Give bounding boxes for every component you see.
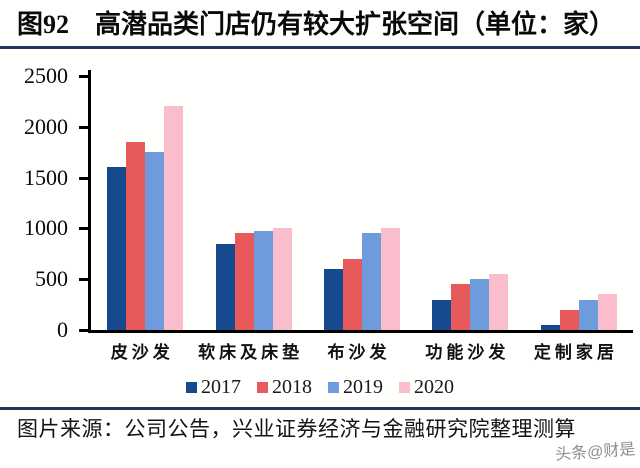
bar-group	[91, 106, 199, 330]
y-axis-tick-mark	[79, 227, 88, 231]
source-note: 图片来源：公司公告，兴业证券经济与金融研究院整理测算	[17, 417, 576, 441]
bar-2018	[451, 284, 471, 330]
x-axis-category-label: 布沙发	[327, 343, 391, 362]
legend-label: 2018	[272, 376, 312, 398]
x-axis-labels: 皮沙发 软床及床垫 布沙发 功能沙发 定制家居	[88, 338, 630, 363]
legend-item-2019: 2019	[328, 376, 383, 399]
plot-area	[88, 70, 633, 333]
bar-group	[308, 228, 416, 330]
chart-legend: 2017 2018 2019 2020	[0, 376, 640, 399]
legend-swatch	[257, 382, 268, 393]
bar-2020	[489, 274, 509, 330]
bar-2019	[145, 152, 165, 330]
y-axis-tick-label: 0	[57, 317, 68, 342]
bar-2020	[597, 294, 617, 330]
bar-2017	[215, 244, 235, 330]
watermark: 头条@财是	[554, 441, 636, 464]
bar-2019	[253, 231, 273, 330]
legend-label: 2017	[201, 376, 241, 398]
bar-2017	[324, 269, 344, 330]
bar-group	[525, 294, 633, 330]
x-axis-category-label: 皮沙发	[110, 343, 174, 362]
title-divider	[0, 46, 640, 49]
legend-item-2020: 2020	[399, 376, 454, 399]
legend-swatch	[186, 382, 197, 393]
bar-2020	[272, 228, 292, 330]
y-axis-tick-mark	[79, 75, 88, 78]
legend-item-2017: 2017	[186, 376, 241, 399]
bar-2017	[107, 167, 127, 330]
y-axis-tick-mark	[79, 329, 88, 332]
y-axis-tick-mark	[79, 176, 88, 180]
legend-item-2018: 2018	[257, 376, 312, 399]
bar-group	[199, 228, 307, 330]
bar-group	[416, 274, 524, 330]
bar-2019	[470, 279, 490, 330]
y-axis-tick-label: 1500	[24, 164, 68, 190]
bar-2018	[559, 310, 579, 330]
y-axis-tick-label: 500	[35, 266, 68, 292]
x-axis-category-label: 功能沙发	[425, 343, 510, 362]
figure-title: 图92 高潜品类门店仍有较大扩张空间（单位：家）	[17, 10, 616, 39]
y-axis-tick-mark	[79, 278, 88, 282]
bar-2019	[362, 233, 382, 330]
bar-2020	[164, 106, 184, 330]
bar-2020	[381, 228, 401, 330]
x-axis-category-label: 软床及床垫	[198, 343, 304, 362]
footer-divider	[0, 407, 640, 410]
bar-2018	[234, 233, 254, 330]
y-axis-tick-label: 2500	[24, 63, 68, 88]
legend-label: 2019	[343, 376, 383, 398]
bar-2017	[540, 325, 560, 330]
legend-swatch	[399, 382, 410, 393]
y-axis-tick-label: 1000	[24, 215, 68, 241]
legend-label: 2020	[414, 376, 454, 398]
legend-swatch	[328, 382, 339, 393]
y-axis-tick-label: 2000	[24, 113, 68, 139]
bar-2019	[578, 300, 598, 330]
bar-2018	[343, 259, 363, 330]
x-axis-category-label: 定制家居	[533, 343, 618, 362]
bar-2018	[126, 142, 146, 330]
bar-2017	[432, 300, 452, 330]
y-axis-tick-mark	[79, 125, 88, 129]
